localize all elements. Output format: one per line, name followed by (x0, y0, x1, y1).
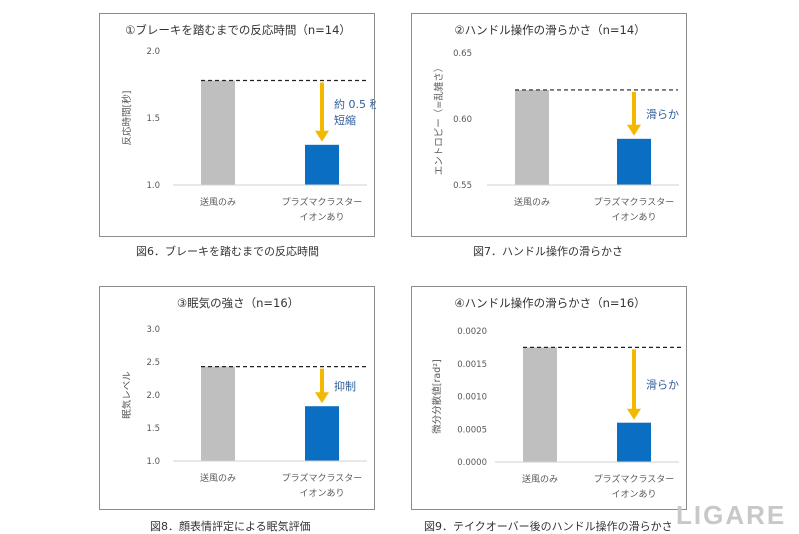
chart-4-title: ④ハンドル操作の滑らかさ（n=16） (454, 296, 645, 310)
chart-2-tick-2: 0.65 (453, 49, 472, 59)
chart-4-tick-3: 0.0015 (457, 360, 487, 370)
chart-1-title: ①ブレーキを踏むまでの反応時間（n=14） (125, 23, 351, 37)
chart-3-tick-4: 3.0 (146, 325, 160, 335)
caption-4: 図9．テイクオーバー後のハンドル操作の滑らかさ (424, 520, 673, 533)
chart-2-tick-1: 0.60 (453, 115, 472, 125)
chart-3-tick-2: 2.0 (146, 391, 160, 401)
chart-4-svg: ④ハンドル操作の滑らかさ（n=16） 微分分散値[rad²] 0.0000 0.000… (431, 296, 684, 500)
chart-3-bar-2 (305, 406, 339, 461)
chart-4-ylabel: 微分分散値[rad²] (431, 359, 443, 433)
chart-3-tick-0: 1.0 (146, 457, 160, 467)
chart-2-svg: ②ハンドル操作の滑らかさ（n=14） エントロピー（=乱雑さ） 0.55 0.60 0.… (433, 23, 679, 223)
chart-panel-4: ④ハンドル操作の滑らかさ（n=16） 微分分散値[rad²] 0.0000 0.000… (411, 286, 687, 510)
chart-1-annotation-1: 約 0.5 秒 (334, 97, 376, 111)
chart-3-annotation-1: 抑制 (334, 379, 356, 393)
chart-1-tick-1: 1.5 (146, 114, 160, 124)
chart-2-ylabel: エントロピー（=乱雑さ） (433, 63, 445, 175)
chart-3-title: ③眠気の強さ（n=16） (177, 296, 299, 310)
chart-4-tick-1: 0.0005 (457, 425, 487, 435)
chart-panel-2: ②ハンドル操作の滑らかさ（n=14） エントロピー（=乱雑さ） 0.55 0.60 0.… (411, 13, 687, 237)
chart-1-category-2-line-1: プラズマクラスター (282, 196, 363, 208)
chart-4-tick-4: 0.0020 (457, 327, 487, 337)
chart-panel-1: ①ブレーキを踏むまでの反応時間（n=14） 反応時間[秒] 1.0 1.5 2.0 送風の… (99, 13, 376, 237)
chart-3-bar-1 (201, 366, 235, 461)
chart-3-arrow-head (315, 392, 329, 404)
chart-4-tick-0: 0.0000 (457, 458, 487, 468)
chart-4-category-2-line-1: プラズマクラスター (594, 473, 675, 485)
chart-1-ylabel: 反応時間[秒] (121, 91, 133, 146)
caption-1: 図6．ブレーキを踏むまでの反応時間 (136, 245, 319, 258)
chart-4-bar-2 (617, 422, 651, 462)
chart-4-annotation-1: 滑らか (646, 379, 679, 392)
chart-2-category-1-line-1: 送風のみ (514, 196, 550, 208)
chart-1-annotation-2: 短縮 (334, 113, 356, 127)
chart-2-category-2-line-2: イオンあり (611, 212, 656, 223)
chart-2-arrow-head (627, 124, 641, 136)
chart-2-bar-2 (617, 138, 651, 185)
chart-1-tick-0: 1.0 (146, 181, 160, 191)
chart-panel-3: ③眠気の強さ（n=16） 眠気レベル 1.0 1.5 2.0 2.5 3.0 送風のみ プラズマ… (99, 286, 375, 510)
chart-3-ylabel: 眠気レベル (121, 371, 133, 419)
chart-1-category-1-line-1: 送風のみ (200, 196, 236, 208)
chart-2-tick-0: 0.55 (453, 181, 472, 191)
chart-3-category-2-line-2: イオンあり (299, 488, 344, 499)
watermark-logo: LIGARE (676, 500, 787, 530)
chart-4-tick-2: 0.0010 (457, 393, 487, 403)
chart-4-category-2-line-2: イオンあり (611, 489, 656, 500)
chart-1-bar-2 (305, 144, 339, 185)
chart-3-svg: ③眠気の強さ（n=16） 眠気レベル 1.0 1.5 2.0 2.5 3.0 送風のみ プラズマ… (121, 296, 367, 499)
caption-2: 図7．ハンドル操作の滑らかさ (473, 245, 623, 258)
chart-1-bar-1 (201, 80, 235, 185)
caption-3: 図8．顔表情評定による眠気評価 (150, 520, 311, 533)
chart-3-tick-3: 2.5 (146, 358, 160, 368)
chart-4-bar-1 (523, 347, 557, 462)
chart-4-arrow-head (627, 408, 641, 420)
chart-4-category-1-line-1: 送風のみ (522, 473, 558, 485)
chart-1-svg: ①ブレーキを踏むまでの反応時間（n=14） 反応時間[秒] 1.0 1.5 2.0 送風の… (121, 23, 376, 223)
chart-3-category-2-line-1: プラズマクラスター (282, 472, 363, 484)
chart-3-tick-1: 1.5 (146, 424, 160, 434)
chart-1-category-2-line-2: イオンあり (299, 212, 344, 223)
chart-1-arrow-head (315, 130, 329, 142)
chart-2-bar-1 (515, 89, 549, 185)
chart-2-title: ②ハンドル操作の滑らかさ（n=14） (454, 23, 645, 37)
chart-2-category-2-line-1: プラズマクラスター (594, 196, 675, 208)
chart-3-category-1-line-1: 送風のみ (200, 472, 236, 484)
chart-1-tick-2: 2.0 (146, 47, 160, 57)
chart-2-annotation-1: 滑らか (646, 108, 679, 121)
